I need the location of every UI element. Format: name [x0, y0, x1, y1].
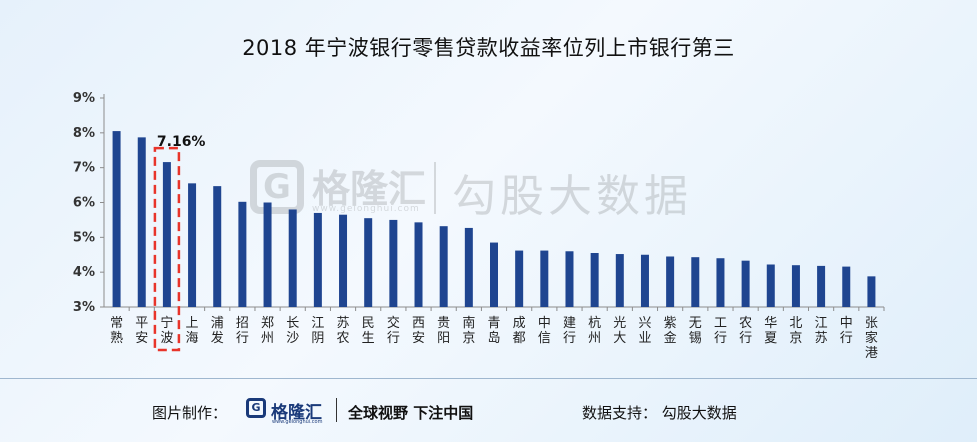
x-tick-label: 招行: [236, 316, 249, 346]
chart-title: 2018 年宁波银行零售贷款收益率位列上市银行第三: [242, 36, 735, 60]
bar: [590, 253, 599, 307]
bar: [867, 276, 876, 307]
x-tick-label: 青岛: [487, 316, 500, 346]
x-tick-label: 郑州: [261, 316, 274, 346]
x-tick-label: 宁波: [160, 315, 173, 346]
bar: [464, 227, 473, 307]
footer-brand: 格隆汇: [271, 403, 322, 423]
footer: 图片制作： G 格隆汇 www.gelonghui.com 全球视野 下注中国 …: [0, 392, 977, 436]
x-tick-label: 无锡: [689, 316, 702, 346]
x-tick-label: 华夏: [764, 316, 777, 346]
x-tick-label: 中行: [840, 316, 853, 346]
bar: [339, 214, 348, 307]
bar: [313, 212, 322, 307]
x-tick-label: 民生: [362, 316, 375, 346]
bar: [842, 266, 851, 307]
x-tick-label: 南京: [462, 315, 475, 346]
x-tick-label: 张家港: [865, 316, 878, 361]
bar: [112, 131, 121, 307]
bar: [364, 218, 373, 307]
bar: [766, 264, 775, 307]
x-tick-label: 西安: [412, 316, 425, 346]
footer-made-by-label: 图片制作：: [152, 404, 228, 422]
footer-separator: [336, 398, 337, 422]
bar: [490, 242, 498, 307]
bar: [188, 183, 197, 307]
bar: [414, 222, 423, 307]
x-tick-label: 农行: [739, 316, 752, 346]
bar-chart: 3% 4% 5% 6% 7% 8% 9% 常熟平安宁波上海浦发招行郑州长沙江阴苏农民生交行西安…: [73, 91, 885, 361]
y-tick-label: 3%: [73, 300, 95, 315]
bar: [238, 201, 247, 307]
y-tick-label: 8%: [73, 126, 95, 141]
y-tick-label: 4%: [73, 265, 95, 280]
bar: [640, 254, 649, 307]
bar: [137, 137, 146, 307]
x-tick-label: 杭州: [588, 316, 601, 346]
bar: [540, 250, 549, 307]
bar: [162, 162, 171, 307]
bar: [565, 251, 574, 307]
bar: [288, 209, 297, 307]
bar: [515, 250, 524, 307]
x-tick-label: 常熟: [110, 316, 123, 346]
x-tick-label: 上海: [186, 316, 199, 346]
bar: [691, 257, 700, 307]
bar: [213, 186, 222, 307]
footer-data-support: 数据支持： 勾股大数据: [582, 404, 737, 422]
bar: [817, 265, 826, 307]
x-tick-label: 工行: [714, 316, 727, 346]
y-tick-label: 7%: [73, 161, 95, 176]
bar: [666, 256, 675, 307]
x-tick-label: 中信: [538, 316, 551, 346]
x-tick-label: 江阴: [311, 316, 324, 346]
bar: [741, 260, 750, 307]
highlight-box: [153, 146, 181, 352]
y-tick-label: 5%: [73, 230, 95, 245]
x-tick-label: 光大: [613, 316, 626, 346]
footer-slogan: 全球视野 下注中国: [348, 404, 474, 422]
x-tick-label: 北京: [789, 316, 802, 346]
x-tick-label: 建行: [563, 316, 576, 346]
data-label: 7.16%: [157, 134, 206, 150]
x-tick-label: 贵阳: [437, 316, 450, 346]
x-tick-label: 交行: [387, 315, 400, 346]
x-tick-label: 浦发: [211, 316, 224, 346]
x-tick-label: 兴业: [638, 316, 651, 346]
footer-divider: [0, 378, 977, 379]
bar: [716, 258, 725, 307]
bar: [791, 265, 800, 307]
bar: [439, 226, 448, 307]
y-tick-label: 6%: [73, 196, 95, 211]
bar: [263, 202, 272, 307]
y-tick-label: 9%: [73, 91, 95, 106]
x-tick-label: 成都: [513, 316, 526, 346]
footer-logo-icon: G: [246, 398, 266, 418]
x-tick-label: 平安: [135, 316, 148, 346]
x-tick-label: 紫金: [664, 316, 677, 346]
x-tick-label: 江苏: [815, 316, 828, 346]
bar: [615, 254, 624, 307]
footer-brand-url: www.gelonghui.com: [272, 419, 323, 425]
x-tick-label: 苏农: [337, 315, 350, 346]
x-tick-label: 长沙: [286, 316, 299, 346]
bar: [389, 219, 398, 307]
